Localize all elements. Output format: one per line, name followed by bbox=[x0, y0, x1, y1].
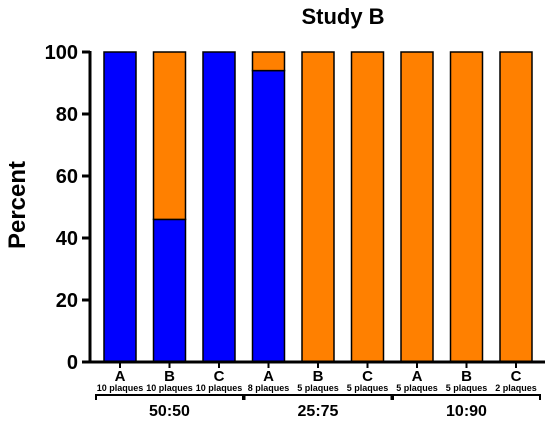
y-tick-label: 60 bbox=[56, 166, 78, 188]
bars bbox=[103, 51, 533, 363]
x-sublabel: 10 plaques bbox=[196, 383, 243, 393]
y-axis-label: Percent bbox=[4, 161, 31, 249]
x-sublabel: 8 plaques bbox=[248, 383, 290, 393]
x-category-label: A bbox=[115, 368, 126, 385]
x-category-label: B bbox=[164, 368, 175, 385]
x-category-label: C bbox=[214, 368, 225, 385]
x-category-label: B bbox=[461, 368, 472, 385]
x-category-label: C bbox=[362, 368, 373, 385]
x-sublabel: 5 plaques bbox=[446, 383, 488, 393]
bar-segment-orange bbox=[449, 51, 484, 363]
bar-segment-orange bbox=[152, 51, 187, 221]
x-category-label: A bbox=[412, 368, 423, 385]
group-bracket bbox=[95, 394, 244, 400]
bar-segment-blue bbox=[251, 69, 286, 363]
bar-segment-orange bbox=[350, 51, 385, 363]
group-label: 25:75 bbox=[298, 403, 339, 420]
bar-segment-orange bbox=[400, 51, 434, 363]
y-tick-label: 100 bbox=[45, 42, 78, 64]
x-sublabel: 5 plaques bbox=[396, 383, 438, 393]
group-label: 10:90 bbox=[446, 403, 487, 420]
x-category-label: B bbox=[313, 368, 324, 385]
bar-segment-blue bbox=[202, 51, 236, 363]
bar-segment-orange bbox=[251, 51, 286, 72]
y-tick-label: 80 bbox=[56, 104, 78, 126]
x-sublabel: 2 plaques bbox=[495, 383, 537, 393]
chart-title: Study B bbox=[301, 4, 384, 29]
x-category-label: A bbox=[263, 368, 274, 385]
x-sublabel: 5 plaques bbox=[297, 383, 339, 393]
bar-segment-orange bbox=[499, 51, 533, 363]
x-sublabel: 10 plaques bbox=[146, 383, 193, 393]
x-sublabel: 5 plaques bbox=[347, 383, 389, 393]
group-label: 50:50 bbox=[149, 403, 190, 420]
bar-segment-blue bbox=[103, 51, 137, 363]
group-bracket bbox=[392, 394, 541, 400]
y-tick-label: 0 bbox=[67, 352, 78, 374]
y-tick-label: 20 bbox=[56, 290, 78, 312]
bar-segment-blue bbox=[152, 218, 187, 363]
y-axis: 0 20 40 60 80 100 bbox=[45, 42, 92, 374]
y-tick-label: 40 bbox=[56, 228, 78, 250]
group-bracket bbox=[243, 394, 393, 400]
x-category-label: C bbox=[511, 368, 522, 385]
x-sublabel: 10 plaques bbox=[97, 383, 144, 393]
bar-segment-orange bbox=[301, 51, 335, 363]
